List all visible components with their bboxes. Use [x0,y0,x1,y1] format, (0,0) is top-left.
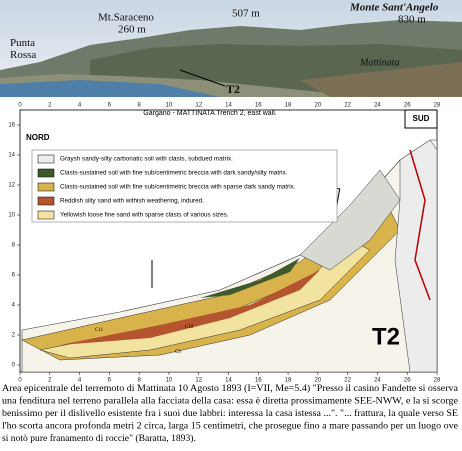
caption-line: l'ho scorta ancora profonda metri 2 circ… [2,421,458,432]
x-tick-label: 24 [374,103,381,109]
photo-label: Punta Rossa [10,37,36,61]
x-tick-label: 14 [225,378,232,384]
caption: Area epicentrale del terremoto di Mattin… [2,383,459,444]
x-tick-label: 22 [344,378,351,384]
x-tick-label: 20 [315,378,322,384]
y-tick-label: 14 [8,153,15,159]
x-tick-label: 0 [18,378,22,384]
x-tick-label: 0 [18,103,22,109]
photo-label: Monte Sant'Angelo [349,2,439,14]
x-tick-label: 16 [255,103,262,109]
legend-swatch [37,154,55,164]
x-tick-label: 6 [108,103,112,109]
y-tick-label: 6 [12,273,16,279]
x-tick-label: 6 [108,378,112,384]
photo-label: 830 m [398,14,426,26]
x-tick-label: 18 [285,103,292,109]
legend-swatch [37,168,55,178]
x-tick-label: 14 [225,103,232,109]
legend-item: Reddish silty sand with withish weatheri… [60,198,204,205]
y-tick-label: 2 [12,333,16,339]
legend-swatch [37,182,55,192]
big-label: T2 [372,323,400,350]
x-tick-label: 26 [404,378,411,384]
x-tick-label: 28 [434,378,441,384]
legend-item: Clasts-sustained soil with fine sub/cent… [60,184,296,191]
y-tick-label: 12 [8,183,15,189]
caption-line: benissimo per il dislivello esistente fr… [2,408,458,419]
unit-label: C11 [95,328,104,333]
x-tick-label: 18 [285,378,292,384]
x-tick-label: 16 [255,378,262,384]
legend-item: Yellowish loose fine sand with sparse cl… [60,212,229,219]
diagram-title: Gargano - MATTINATA Trench 2, east wall. [143,110,276,117]
x-tick-label: 4 [78,103,82,109]
y-tick-label: 8 [12,243,16,249]
x-tick-label: 8 [137,103,141,109]
x-tick-label: 20 [315,103,322,109]
legend-swatch [37,196,55,206]
side-label: SUD [413,114,430,123]
x-tick-label: 4 [78,378,82,384]
trench-log: Gargano - MATTINATA Trench 2, east wall.… [8,103,441,384]
unit-label: C10 [185,325,194,330]
photo-label: 260 m [118,24,146,36]
photo-label: Mt.Saraceno [98,12,154,24]
x-tick-label: 26 [404,103,411,109]
caption-line: una fenditura nel terreno parallela alla… [2,396,458,407]
x-tick-label: 12 [195,103,202,109]
x-tick-label: 24 [374,378,381,384]
y-tick-label: 4 [12,303,16,309]
y-tick-label: 10 [8,213,15,219]
unit-label: C9 [175,350,181,355]
photo-label: Mattinata [359,57,399,68]
caption-line: Area epicentrale del terremoto di Mattin… [2,383,459,394]
x-tick-label: 22 [344,103,351,109]
x-tick-label: 10 [166,103,173,109]
x-tick-label: 8 [137,378,141,384]
y-tick-label: 16 [8,123,15,129]
photo-label: T2 [226,82,240,96]
photo-label: 507 m [232,8,260,20]
y-tick-label: 0 [12,363,16,369]
legend-item: Clasts-sustained soil with fine sub/cent… [60,170,288,177]
photo: Punta Rossa Mt.Saraceno 260 m 507 m Monte… [0,0,462,97]
x-tick-label: 2 [48,103,52,109]
caption-line: si notò pure franamento di roccie" (Bara… [2,433,196,444]
legend-frame [31,149,338,223]
x-tick-label: 28 [434,103,441,109]
x-tick-label: 2 [48,378,52,384]
legend-swatch [37,210,55,220]
legend-item: Graysh sandy-silty carbonatic soil with … [60,156,233,163]
side-label: NORD [26,133,50,142]
axes: 0022446688101012121414161618182020222224… [8,103,441,384]
x-tick-label: 12 [195,378,202,384]
legend: Graysh sandy-silty carbonatic soil with … [31,149,338,223]
x-tick-label: 10 [166,378,173,384]
